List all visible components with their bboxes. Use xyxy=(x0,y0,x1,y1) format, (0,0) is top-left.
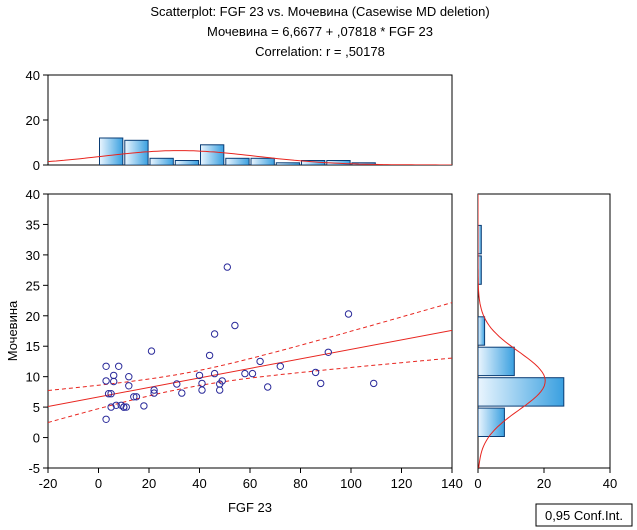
legend-conf-int-label: 0,95 Conf.Int. xyxy=(545,508,623,523)
scatter-point xyxy=(125,382,133,390)
scatter-point xyxy=(102,377,110,385)
top-normal-curve xyxy=(48,150,452,165)
scatter-point xyxy=(104,390,113,398)
scatter-point xyxy=(107,403,115,411)
scatter-point xyxy=(102,415,110,423)
regression-equation: Мочевина = 6,6677 + ,07818 * FGF 23 xyxy=(207,24,433,39)
scatter-point xyxy=(195,371,204,380)
scatter-point xyxy=(205,351,214,360)
y-tick-label: 35 xyxy=(26,217,40,232)
scatter-point xyxy=(223,263,232,271)
top-histogram-axis: 0 20 40 xyxy=(26,68,48,173)
scatter-point xyxy=(102,362,110,370)
legend-box xyxy=(535,503,633,527)
top-histogram-bar xyxy=(149,157,174,165)
x-tick-label: 60 xyxy=(243,476,257,491)
x-axis-label: FGF 23 xyxy=(228,500,272,515)
scatter-point xyxy=(218,377,226,385)
scatter-point xyxy=(231,321,239,330)
x-tick-label: 40 xyxy=(192,476,206,491)
scatter-point xyxy=(370,379,378,388)
scatter-point xyxy=(147,347,156,355)
x-tick-label: -20 xyxy=(39,476,58,491)
y-tick-label: 20 xyxy=(26,309,40,324)
x-tick-label: 120 xyxy=(391,476,413,491)
x-tick-label: 100 xyxy=(340,476,362,491)
scatter-point xyxy=(150,389,158,397)
scatter-plot-area xyxy=(48,263,452,423)
scatter-point xyxy=(256,357,264,366)
scatter-point xyxy=(120,403,128,411)
top-histogram xyxy=(48,137,452,165)
confidence-band xyxy=(48,302,452,423)
right-histogram-bar xyxy=(478,255,482,285)
scatter-point xyxy=(122,403,131,411)
right-histogram-bar xyxy=(478,224,482,255)
y-tick-label: 15 xyxy=(26,339,40,354)
scatter-point xyxy=(276,362,284,370)
scatter-point xyxy=(130,393,138,401)
scatter-plot-frame xyxy=(47,193,453,469)
scatter-point xyxy=(241,369,249,378)
right-histogram xyxy=(478,194,565,468)
scatter-point xyxy=(173,380,181,388)
scatter-point xyxy=(210,369,219,378)
top-y-tick-label: 0 xyxy=(33,158,40,173)
scatter-point xyxy=(112,401,120,409)
y-tick-label: 25 xyxy=(26,278,40,293)
x-tick-label: 20 xyxy=(142,476,156,491)
right-x-tick-label: 0 xyxy=(474,476,481,491)
scatter-point xyxy=(264,383,272,391)
chart-title: Scatterplot: FGF 23 vs. Мочевина (Casewi… xyxy=(150,4,489,19)
correlation-label: Correlation: r = ,50178 xyxy=(255,44,385,59)
conf-band-upper xyxy=(48,302,452,391)
top-y-tick-label: 20 xyxy=(26,113,40,128)
right-histogram-bar xyxy=(478,377,565,407)
top-histogram-bar xyxy=(200,144,225,165)
x-tick-label: 0 xyxy=(95,476,102,491)
top-histogram-bar xyxy=(174,160,200,165)
right-x-tick-label: 40 xyxy=(603,476,617,491)
scatter-point xyxy=(115,362,123,370)
top-histogram-bar xyxy=(275,162,301,165)
top-histogram-bar xyxy=(99,137,124,165)
y-tick-label: 0 xyxy=(33,431,40,446)
scatter-point xyxy=(140,402,148,410)
right-x-tick-label: 20 xyxy=(537,476,551,491)
scatter-point xyxy=(344,310,353,318)
right-normal-curve xyxy=(478,194,546,468)
right-histogram-axis: 0 20 40 xyxy=(474,468,617,491)
top-y-tick-label: 40 xyxy=(26,68,40,83)
scatter-point xyxy=(125,373,133,381)
scatter-point xyxy=(210,330,219,338)
scatter-axes: -20 0 20 40 60 80 100 120 140 -5 0 5 10 15 20 25 30 35 40 xyxy=(26,187,463,491)
scatter-points xyxy=(102,263,378,423)
scatter-point xyxy=(178,389,186,397)
scatter-point xyxy=(311,368,320,377)
scatter-point xyxy=(317,379,325,388)
y-tick-label: -5 xyxy=(28,461,40,476)
scatter-point xyxy=(107,390,115,398)
x-tick-label: 140 xyxy=(441,476,463,491)
scatter-point xyxy=(324,348,332,356)
scatter-point xyxy=(198,379,206,388)
scatter-point xyxy=(150,386,158,394)
y-tick-label: 10 xyxy=(26,370,40,385)
scatter-point xyxy=(132,393,141,401)
top-histogram-bar xyxy=(250,157,275,165)
scatter-point xyxy=(110,377,118,386)
regression-line xyxy=(48,329,452,407)
right-histogram-bar xyxy=(478,407,505,438)
right-histogram-bar xyxy=(478,316,486,346)
y-tick-label: 40 xyxy=(26,187,40,202)
y-axis-label: Мочевина xyxy=(5,300,20,361)
scatter-point xyxy=(248,369,257,378)
top-histogram-bar xyxy=(225,157,250,165)
y-tick-label: 5 xyxy=(33,400,40,415)
right-histogram-bar xyxy=(478,346,515,377)
x-tick-label: 80 xyxy=(293,476,307,491)
y-tick-label: 30 xyxy=(26,248,40,263)
